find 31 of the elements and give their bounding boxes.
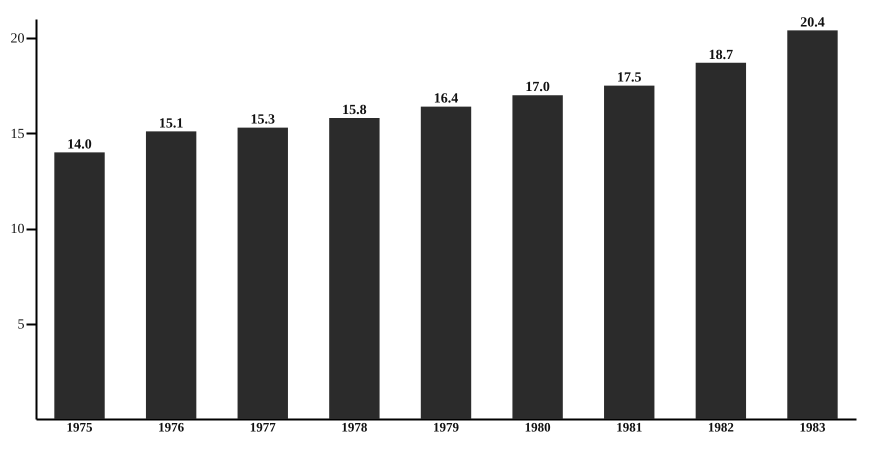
bar [420, 106, 472, 419]
bar [54, 152, 105, 419]
data-label: 14.0 [67, 137, 92, 152]
bar [329, 118, 380, 419]
y-tick-label: 20 [10, 32, 24, 47]
y-tick-label: 15 [10, 126, 24, 142]
x-tick-label: 1978 [341, 420, 368, 434]
data-label: 20.4 [800, 15, 825, 30]
x-tick-label: 1976 [158, 420, 185, 434]
bar [238, 128, 288, 419]
bar [604, 86, 654, 419]
x-tick-label: 1980 [524, 420, 551, 434]
x-tick-label: 1977 [250, 420, 276, 434]
x-tick-label: 1981 [616, 420, 642, 434]
data-label: 15.3 [250, 112, 276, 128]
bar [696, 62, 746, 419]
data-label: 17.0 [525, 80, 550, 96]
x-tick-label: 1983 [799, 420, 826, 434]
y-tick-label: 10 [10, 222, 24, 238]
y-tick-label: 5 [18, 317, 24, 332]
x-tick-label: 1982 [708, 420, 734, 434]
bar [512, 95, 563, 419]
x-tick-label: 1975 [66, 420, 94, 434]
data-label: 17.5 [616, 70, 642, 86]
x-tick-label: 1979 [433, 420, 460, 434]
bar [146, 131, 196, 419]
data-label: 15.8 [342, 103, 367, 118]
data-label: 15.1 [158, 116, 184, 132]
bar [787, 30, 838, 419]
data-label: 16.4 [434, 92, 458, 107]
data-label: 18.7 [708, 48, 734, 63]
